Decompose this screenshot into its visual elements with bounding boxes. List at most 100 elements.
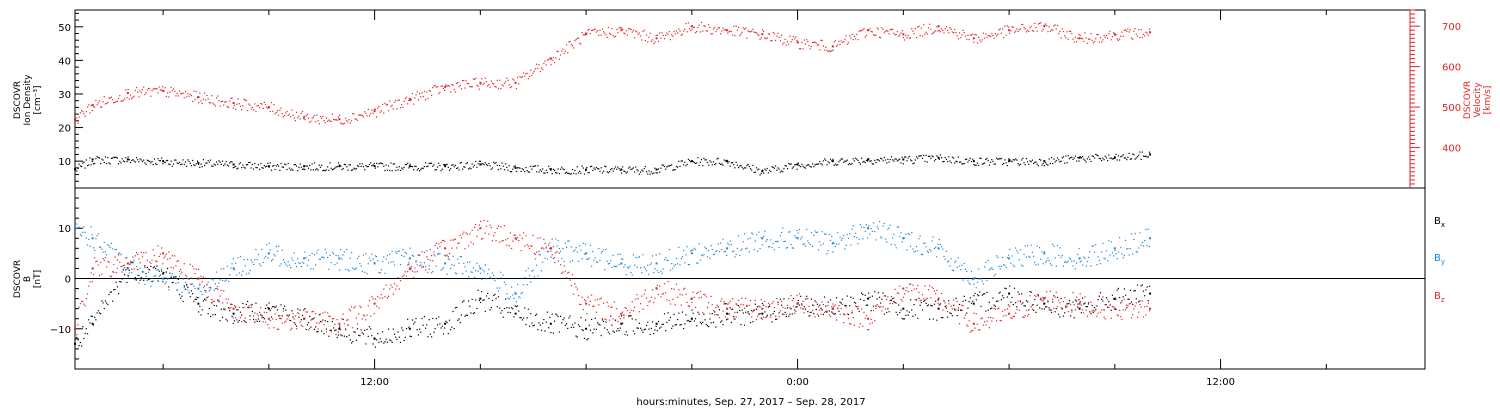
field-bz-dot	[85, 297, 87, 300]
field-by-dot	[386, 255, 388, 257]
field-bx-dot	[153, 266, 156, 268]
velocity-dot	[1072, 38, 1074, 40]
field-bz-dot	[433, 254, 435, 256]
velocity-dot	[397, 99, 399, 102]
field-bx-point	[902, 307, 905, 310]
field-bx-dot	[291, 310, 293, 312]
velocity-dot	[391, 104, 393, 106]
field-by-dot	[263, 257, 265, 259]
field-bz-dot	[898, 292, 900, 295]
axes-layer	[74, 9, 1426, 370]
ion-density-dot	[820, 163, 822, 165]
field-bx-dot	[905, 314, 907, 316]
field-bz-dot	[409, 269, 411, 271]
ion-density-dot	[700, 158, 703, 161]
velocity-dot	[653, 42, 655, 45]
field-by-dot	[213, 289, 215, 292]
velocity-dot	[1059, 30, 1061, 33]
velocity-dot	[1103, 34, 1105, 37]
field-by-dot	[714, 253, 716, 255]
field-bz-dot	[801, 304, 803, 306]
field-bz-dot	[214, 283, 216, 285]
field-bx-dot	[329, 329, 331, 331]
field-bz-dot	[1097, 312, 1099, 314]
field-bx-point	[74, 342, 76, 345]
field-by-dot	[982, 283, 985, 285]
ion-density-dot	[968, 159, 970, 161]
ion-density-point	[796, 163, 799, 166]
field-bx-dot	[122, 269, 124, 271]
field-bx-dot	[361, 332, 363, 334]
field-by-dot	[816, 231, 818, 233]
field-by-dot	[915, 245, 918, 248]
ion-density-dot	[782, 171, 784, 173]
velocity-dot	[981, 39, 983, 41]
velocity-dot	[299, 118, 301, 120]
ion-density-dot	[319, 166, 322, 168]
field-bx-dot	[774, 318, 777, 320]
ion-density-dot	[597, 168, 599, 170]
field-bz-dot	[80, 300, 83, 303]
field-bx-dot	[761, 302, 764, 305]
field-by-dot	[411, 254, 414, 256]
field-bx-dot	[1073, 317, 1075, 319]
velocity-dot	[613, 36, 615, 38]
field-bz-dot	[84, 305, 86, 307]
field-bz-dot	[576, 288, 578, 290]
ion-density-dot	[900, 162, 902, 164]
ion-density-dot	[82, 162, 84, 164]
field-bx-dot	[368, 326, 371, 328]
velocity-dot	[239, 105, 242, 107]
field-by-dot	[499, 287, 501, 289]
field-bx-dot	[1058, 313, 1060, 315]
field-bx-dot	[759, 312, 761, 315]
velocity-dot	[686, 31, 688, 33]
velocity-dot	[880, 37, 882, 39]
field-bz-dot	[548, 244, 550, 246]
velocity-dot	[152, 88, 154, 90]
ion-density-dot	[521, 168, 523, 170]
field-bx-dot	[1101, 298, 1103, 300]
velocity-dot	[420, 96, 422, 98]
velocity-dot	[335, 118, 337, 121]
ion-density-dot	[458, 169, 460, 171]
velocity-dot	[123, 98, 126, 100]
velocity-dot	[809, 48, 811, 50]
ion-density-dot	[139, 158, 141, 160]
field-bz-dot	[563, 265, 565, 267]
field-bx-dot	[348, 334, 350, 336]
velocity-dot	[939, 31, 942, 33]
ion-density-dot	[1040, 159, 1042, 161]
velocity-dot	[368, 115, 371, 117]
ion-density-dot	[1142, 155, 1145, 157]
field-bx-dot	[1103, 309, 1105, 311]
field-by-dot	[794, 235, 796, 237]
velocity-dot	[448, 85, 451, 87]
field-bz-dot	[140, 251, 142, 253]
field-bz-dot	[1111, 306, 1114, 308]
field-by-dot	[129, 263, 132, 265]
field-by-dot	[393, 264, 396, 266]
ion-density-dot	[571, 168, 574, 171]
velocity-dot	[749, 31, 752, 33]
velocity-dot	[146, 89, 148, 91]
field-bx-dot	[279, 317, 281, 320]
field-by-dot	[150, 285, 152, 287]
field-bx-dot	[952, 304, 955, 306]
field-bx-dot	[386, 341, 388, 343]
ion-density-dot	[123, 161, 126, 163]
ion-density-dot	[214, 164, 216, 166]
ion-density-dot	[1037, 165, 1039, 167]
field-bz-dot	[410, 265, 412, 268]
velocity-dot	[882, 28, 884, 31]
field-bz-dot	[452, 239, 454, 241]
ion-density-dot	[90, 164, 92, 166]
velocity-dot	[997, 33, 999, 35]
ion-density-dot	[280, 162, 282, 165]
velocity-dot	[178, 90, 181, 92]
velocity-dot	[1090, 33, 1092, 35]
ion-density-dot	[322, 169, 324, 172]
field-by-dot	[637, 257, 639, 259]
ion-density-dot	[250, 167, 252, 169]
velocity-dot	[976, 42, 979, 44]
